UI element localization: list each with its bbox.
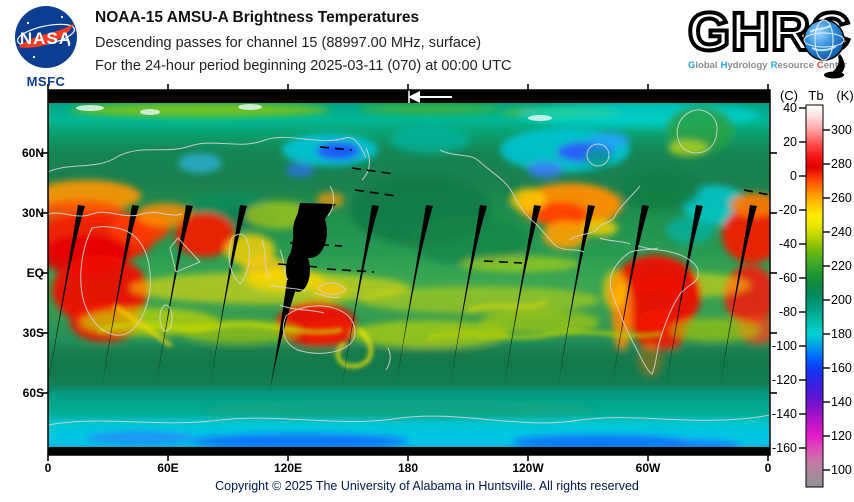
msfc-label: MSFC [26,74,66,89]
colorbar-ticks [799,107,830,471]
kelvin-tick-100: 100 [831,463,852,477]
celsius-tick-m120: -120 [772,373,797,387]
celsius-tick-20: 20 [783,135,797,149]
axis-ticks [41,84,777,461]
ghrc-logo: GHRC Global Hydrology Resource Center [686,3,852,79]
kelvin-tick-180: 180 [831,327,852,341]
ghrc-tagline: Global Hydrology Resource Center [688,60,852,71]
lon-tick-60e: 60E [157,461,178,475]
dashed-annotation-lines [277,146,770,273]
coastlines [48,109,770,426]
lat-tick-60n: 60N [22,146,44,160]
colorbar-title-kelvin: (K) [836,88,853,103]
direction-arrow-icon [408,90,452,103]
lon-tick-0w: 0 [45,461,52,475]
kelvin-tick-200: 200 [831,293,852,307]
temperature-field-blobs [48,102,770,451]
celsius-tick-0: 0 [790,169,797,183]
lat-tick-eq: EQ [27,266,44,280]
colorbar: (C) Tb (K) 40 20 0 -20 -40 -60 -80 -100 … [772,88,854,488]
tagline-word-global: Global [688,60,718,71]
kelvin-tick-280: 280 [831,157,852,171]
celsius-tick-m80: -80 [779,305,797,319]
celsius-tick-m100: -100 [772,339,797,353]
tagline-word-resource: Resource [770,60,814,71]
lat-tick-30s: 30S [23,326,44,340]
nasa-logo: NASA MSFC [10,5,82,89]
celsius-tick-m60: -60 [779,271,797,285]
kelvin-tick-160: 160 [831,361,852,375]
lon-tick-0e: 0 [765,461,772,475]
nasa-insignia-icon: NASA [15,6,77,68]
page-title: NOAA-15 AMSU-A Brightness Temperatures [95,9,420,26]
globe-icon [803,19,845,79]
copyright-text: Copyright © 2025 The University of Alaba… [215,479,639,493]
kelvin-tick-260: 260 [831,191,852,205]
subtitle-line-1: Descending passes for channel 15 (88997.… [95,35,482,51]
south-pole-gap [48,447,770,455]
lon-tick-180: 180 [398,461,418,475]
colorbar-gradient [805,104,824,488]
sea-ice-specks [76,104,552,121]
celsius-tick-m140: -140 [772,407,797,421]
lon-tick-120e: 120E [274,461,302,475]
subtitle-line-2: For the 24-hour period beginning 2025-03… [95,58,512,74]
lat-tick-30n: 30N [22,206,44,220]
celsius-tick-m160: -160 [772,441,797,455]
lat-tick-60s: 60S [23,386,44,400]
lon-tick-60w: 60W [636,461,661,475]
svg-text:NASA: NASA [20,29,72,48]
celsius-tick-m20: -20 [779,203,797,217]
temperature-map [48,90,770,455]
kelvin-tick-240: 240 [831,225,852,239]
tagline-word-hydrology: Hydrology [720,60,768,71]
tagline-word-center: Center [816,60,847,71]
kelvin-tick-220: 220 [831,259,852,273]
orbit-gap-streaks [48,203,757,390]
kelvin-tick-120: 120 [831,429,852,443]
colorbar-title-celsius: (C) [780,88,798,103]
celsius-tick-40: 40 [783,101,797,115]
colorbar-title-tb: Tb [808,88,823,103]
kelvin-tick-140: 140 [831,395,852,409]
lon-tick-120w: 120W [512,461,544,475]
figure-header: NOAA-15 AMSU-A Brightness Temperatures D… [95,9,511,81]
kelvin-tick-300: 300 [831,123,852,137]
celsius-tick-m40: -40 [779,237,797,251]
map-frame [41,84,777,461]
